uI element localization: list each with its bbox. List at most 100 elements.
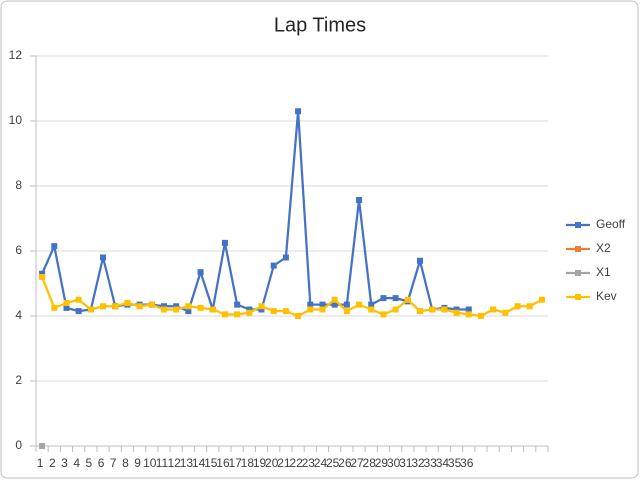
- marker: [258, 306, 265, 313]
- marker: [221, 311, 228, 318]
- marker: [63, 300, 70, 306]
- marker: [270, 308, 277, 315]
- marker: [526, 303, 533, 310]
- x-tick-label: 14: [192, 456, 206, 470]
- x-tick-label: 21: [277, 456, 291, 470]
- marker: [246, 306, 253, 313]
- y-tick-label: 4: [15, 308, 22, 322]
- marker: [417, 308, 423, 315]
- legend-label: Geoff: [596, 217, 626, 231]
- x-tick-label: 23: [302, 456, 316, 470]
- y-tick-label: 12: [9, 48, 23, 62]
- marker: [51, 304, 58, 311]
- marker: [136, 303, 143, 310]
- x-tick-label: 2: [49, 456, 56, 470]
- marker: [356, 301, 363, 308]
- marker: [368, 301, 375, 308]
- marker: [307, 301, 314, 308]
- legend-marker: [575, 270, 581, 276]
- marker: [124, 300, 131, 306]
- marker: [392, 306, 399, 313]
- x-tick-label: 20: [265, 456, 279, 470]
- marker: [343, 301, 350, 308]
- marker: [246, 309, 253, 316]
- x-tick-label: 15: [204, 456, 218, 470]
- legend-label: X1: [596, 265, 611, 279]
- x-tick-label: 12: [168, 456, 182, 470]
- marker: [380, 311, 387, 318]
- marker: [221, 239, 228, 246]
- x-tick-label: 28: [363, 456, 377, 470]
- marker: [538, 296, 545, 303]
- marker: [161, 306, 167, 313]
- x-tick-label: 29: [375, 456, 389, 470]
- legend-label: X2: [596, 241, 611, 255]
- marker: [356, 196, 363, 203]
- marker: [173, 303, 180, 310]
- marker: [404, 296, 411, 303]
- marker: [39, 270, 46, 277]
- marker: [87, 306, 94, 313]
- marker: [514, 303, 521, 310]
- x-tick-label: 35: [448, 456, 462, 470]
- marker: [295, 313, 302, 319]
- marker: [234, 311, 241, 318]
- x-tick-label: 9: [134, 456, 141, 470]
- marker: [477, 313, 484, 319]
- marker: [148, 301, 155, 308]
- x-tick-label: 17: [228, 456, 242, 470]
- chart-title: Lap Times: [274, 14, 366, 36]
- y-tick-label: 2: [15, 373, 22, 387]
- x-tick-label: 4: [73, 456, 80, 470]
- marker: [307, 306, 314, 313]
- legend-marker: [575, 246, 581, 252]
- marker: [319, 306, 326, 313]
- x-tick-label: 8: [122, 456, 129, 470]
- marker: [185, 308, 192, 315]
- marker: [173, 306, 180, 313]
- x-tick-label: 19: [253, 456, 267, 470]
- x-tick-label: 3: [61, 456, 68, 470]
- x-tick-label: 24: [314, 456, 328, 470]
- x-tick-label: 5: [86, 456, 93, 470]
- marker: [39, 443, 46, 449]
- x-tick-label: 18: [241, 456, 255, 470]
- marker: [270, 262, 277, 269]
- marker: [465, 311, 472, 318]
- x-tick-label: 25: [326, 456, 340, 470]
- marker: [368, 306, 375, 313]
- marker: [75, 296, 82, 303]
- y-tick-label: 0: [15, 438, 22, 452]
- marker: [319, 301, 326, 308]
- marker: [331, 296, 338, 303]
- marker: [100, 303, 107, 310]
- x-tick-label: 16: [216, 456, 230, 470]
- marker: [75, 308, 82, 315]
- marker: [453, 309, 460, 316]
- x-tick-label: 6: [98, 456, 105, 470]
- x-tick-label: 36: [460, 456, 474, 470]
- x-tick-label: 34: [436, 456, 450, 470]
- marker: [282, 308, 289, 315]
- marker: [331, 301, 338, 308]
- legend-marker: [575, 294, 581, 300]
- marker: [429, 306, 436, 313]
- x-tick-label: 7: [110, 456, 117, 470]
- y-tick-label: 8: [15, 178, 22, 192]
- y-tick-label: 6: [15, 243, 22, 257]
- marker: [380, 295, 387, 302]
- marker: [295, 108, 302, 115]
- marker: [39, 274, 46, 280]
- marker: [282, 254, 289, 261]
- marker: [490, 306, 497, 313]
- x-tick-label: 1: [37, 456, 44, 470]
- x-tick-label: 22: [289, 456, 303, 470]
- marker: [197, 269, 204, 276]
- x-tick-label: 27: [350, 456, 364, 470]
- marker: [112, 303, 119, 310]
- marker: [417, 257, 423, 264]
- marker: [258, 303, 265, 310]
- marker: [185, 303, 192, 310]
